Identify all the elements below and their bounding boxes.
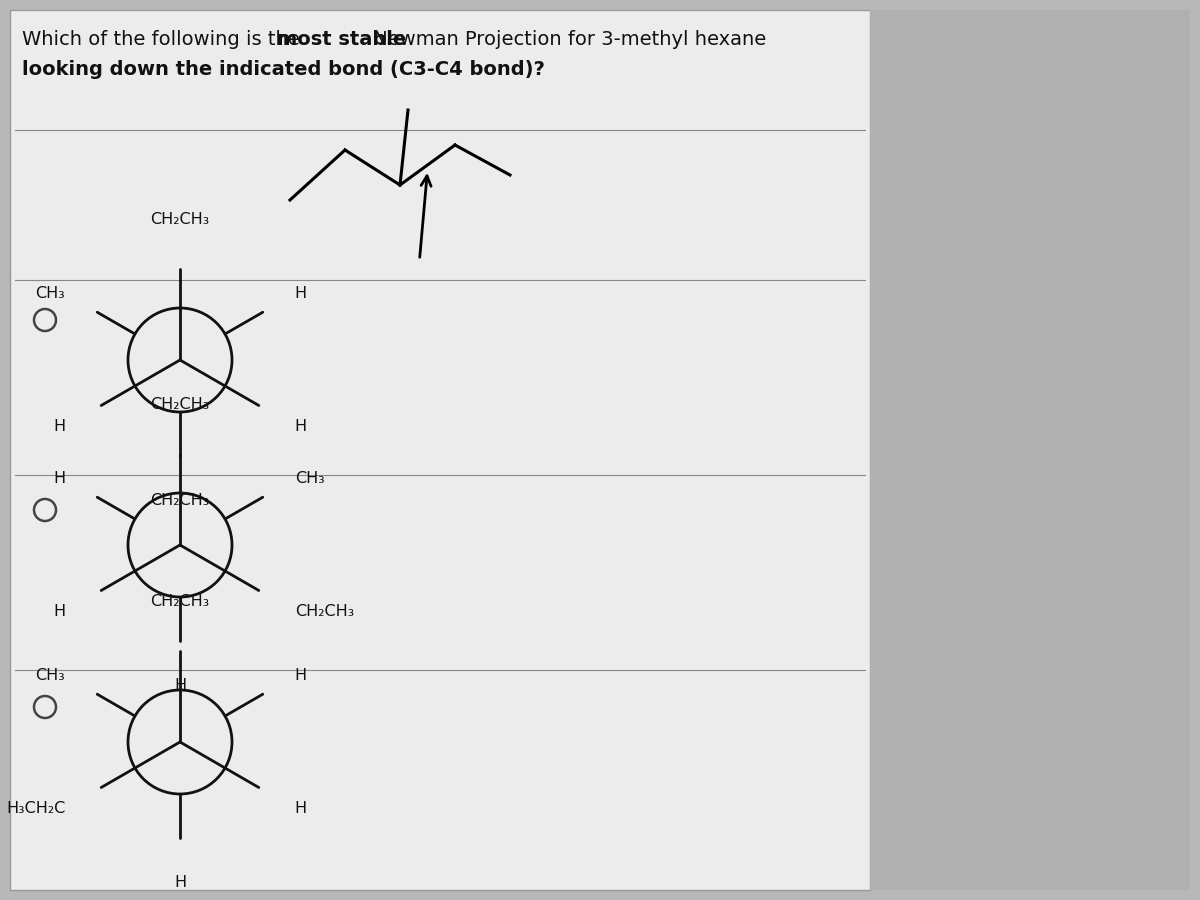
Text: CH₂CH₃: CH₂CH₃ [295,604,354,619]
Text: CH₂CH₃: CH₂CH₃ [150,212,210,228]
Text: H: H [295,418,307,434]
Bar [870,10,1190,890]
Text: CH₃: CH₃ [36,668,65,683]
Text: H: H [174,678,186,693]
Text: CH₂CH₃: CH₂CH₃ [150,398,210,412]
Text: Newman Projection for 3-methyl hexane: Newman Projection for 3-methyl hexane [367,30,767,49]
Text: H: H [53,472,65,486]
Bar [10,10,870,890]
Text: CH₂CH₃: CH₂CH₃ [150,594,210,609]
Text: H₃CH₂C: H₃CH₂C [6,801,65,815]
Text: Which of the following is the: Which of the following is the [22,30,306,49]
Text: H: H [53,604,65,619]
Text: H: H [295,801,307,815]
Text: H: H [295,668,307,683]
Text: looking down the indicated bond (C3-C4 bond)?: looking down the indicated bond (C3-C4 b… [22,60,545,79]
Text: H: H [174,875,186,889]
Text: H: H [295,286,307,302]
Text: CH₂CH₃: CH₂CH₃ [150,492,210,508]
Text: most stable: most stable [277,30,407,49]
Text: H: H [53,418,65,434]
Text: CH₃: CH₃ [295,472,324,486]
Text: CH₃: CH₃ [36,286,65,302]
